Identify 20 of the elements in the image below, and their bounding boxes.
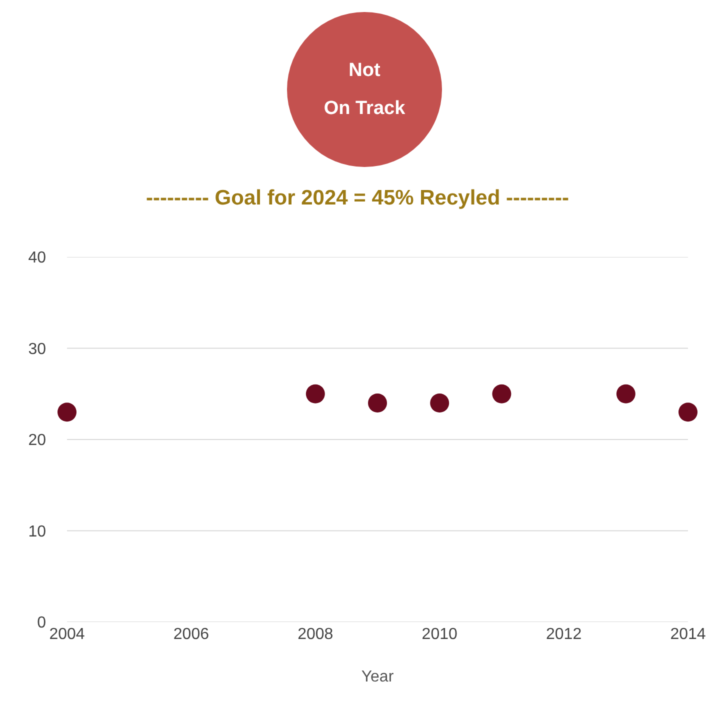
x-tick-label: 2006 xyxy=(173,626,210,643)
point xyxy=(616,384,636,404)
point xyxy=(492,384,512,404)
x-tick-label: 2010 xyxy=(422,626,458,643)
y-tick-label: 30 xyxy=(28,340,46,358)
point xyxy=(678,402,698,422)
point xyxy=(306,384,325,404)
chart-title: --------- Goal for 2024 = 45% Recyled --------- xyxy=(146,186,569,210)
x-tick-label: 2008 xyxy=(298,626,334,643)
point xyxy=(58,402,76,422)
point xyxy=(368,394,387,412)
x-axis-title: Year xyxy=(361,668,394,686)
y-tick-label: 20 xyxy=(28,432,46,450)
y-tick-label: 0 xyxy=(37,614,46,632)
y-tick-label: 40 xyxy=(28,250,46,267)
x-tick-label: 2014 xyxy=(670,626,706,643)
y-tick-label: 10 xyxy=(28,523,46,540)
x-tick-label: 2004 xyxy=(49,626,85,643)
point xyxy=(430,394,450,412)
x-tick-label: 2012 xyxy=(546,626,582,643)
